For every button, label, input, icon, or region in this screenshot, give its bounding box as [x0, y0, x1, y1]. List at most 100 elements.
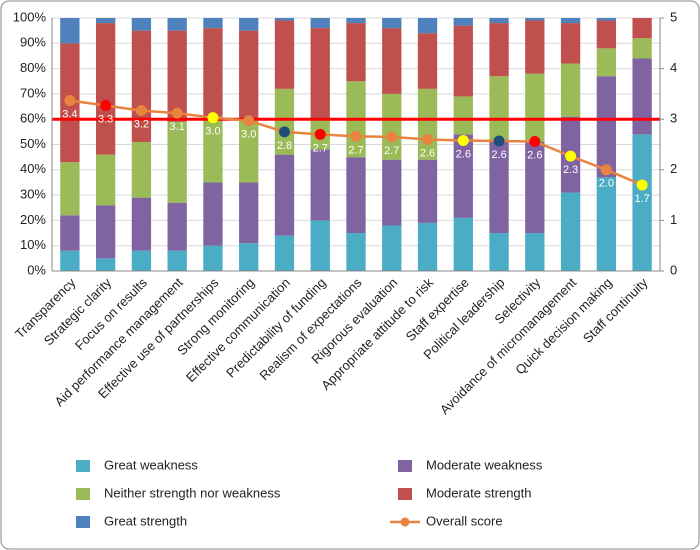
y2-tick-label: 1 [670, 212, 677, 227]
y-tick-label: 0% [27, 262, 46, 277]
y-tick-label: 100% [13, 9, 47, 24]
data-label: 3.0 [205, 126, 220, 138]
legend-label: Great strength [104, 513, 187, 528]
bar-segment [167, 121, 187, 203]
data-label: 2.8 [277, 140, 292, 152]
score-marker [565, 150, 577, 162]
bar-segment [489, 233, 509, 271]
bar-segment [417, 159, 438, 223]
bar-segment [203, 116, 223, 183]
bar-segment [417, 33, 438, 89]
bar-segment [596, 177, 617, 271]
data-label: 2.6 [420, 147, 435, 159]
data-label: 2.6 [527, 149, 542, 161]
bar-segment [560, 23, 581, 64]
bar-segment [632, 134, 652, 271]
bar-segment [310, 28, 330, 120]
bar-segment [453, 134, 473, 218]
bar-segment [310, 149, 330, 221]
bar-segment [632, 18, 652, 39]
bar-segment [525, 73, 545, 142]
bar-segment [382, 93, 402, 160]
bar-segment [453, 96, 473, 135]
bar-segment [346, 23, 366, 82]
y-tick-label: 80% [20, 60, 46, 75]
bar-segment [525, 233, 545, 271]
bar-segment [95, 258, 116, 271]
data-label: 2.7 [348, 144, 363, 156]
legend-swatch [76, 516, 90, 528]
data-label: 3.4 [62, 108, 77, 120]
data-label: 2.0 [599, 178, 614, 190]
score-marker [350, 130, 362, 142]
bar-segment [167, 30, 187, 122]
bar-segment [596, 76, 617, 178]
legend-marker [400, 517, 410, 527]
legend-label: Great weakness [104, 457, 198, 472]
score-marker [135, 105, 147, 117]
bar-segment [560, 63, 581, 117]
bar-segment [95, 205, 116, 259]
bar-segment [274, 18, 295, 21]
legend-swatch [76, 488, 90, 500]
bar-segment [560, 192, 581, 271]
y2-tick-label: 0 [670, 262, 677, 277]
bar-segment [131, 250, 152, 271]
bar-segment [310, 18, 330, 29]
y2-tick-label: 3 [670, 111, 677, 126]
bar-segment [60, 18, 80, 44]
y-tick-label: 30% [20, 187, 46, 202]
bar-segment [346, 157, 366, 234]
y-tick-label: 60% [20, 111, 46, 126]
bar-segment [60, 250, 80, 271]
legend-swatch [398, 488, 412, 500]
bar-segment [167, 202, 187, 251]
y-tick-label: 50% [20, 136, 46, 151]
data-label: 3.3 [98, 113, 113, 125]
score-marker [278, 126, 290, 138]
bar-segment [274, 20, 295, 89]
bar-segment [525, 20, 545, 74]
bar-segment [274, 235, 295, 271]
bar-segment [239, 119, 259, 183]
legend-label: Neither strength nor weakness [104, 485, 281, 500]
y-tick-label: 20% [20, 212, 46, 227]
bar-segment [596, 18, 617, 21]
bar-segment [489, 18, 509, 24]
bar-segment [310, 220, 330, 271]
legend-swatch [398, 460, 412, 472]
bar-segment [346, 18, 366, 24]
bar-segment [131, 141, 152, 198]
bar-segment [131, 30, 152, 142]
y-tick-label: 40% [20, 161, 46, 176]
bar-segment [489, 23, 509, 77]
y2-tick-label: 5 [670, 9, 677, 24]
data-label: 3.2 [134, 119, 149, 131]
data-label: 2.6 [456, 148, 471, 160]
data-label: 1.7 [634, 193, 649, 205]
bar-segment [453, 18, 473, 26]
bar-segment [382, 159, 402, 226]
y-tick-label: 70% [20, 85, 46, 100]
bar-segment [525, 18, 545, 21]
bar-segment [525, 141, 545, 234]
bar-segment [167, 250, 187, 271]
bar-segment [274, 88, 295, 155]
y-tick-label: 10% [20, 237, 46, 252]
bar-segment [131, 197, 152, 251]
y2-tick-label: 4 [670, 60, 677, 75]
data-label: 3.1 [170, 121, 185, 133]
legend-label: Moderate weakness [426, 457, 543, 472]
bar-segment [131, 18, 152, 31]
bar-segment [453, 217, 473, 271]
score-marker [100, 100, 112, 112]
bar-segment [489, 139, 509, 234]
bar-segment [203, 18, 223, 29]
bar-segment [95, 23, 116, 155]
score-marker [636, 179, 648, 191]
score-marker [64, 94, 76, 106]
bar-segment [60, 162, 80, 216]
bar-segment [453, 25, 473, 97]
bar-segment [596, 48, 617, 77]
